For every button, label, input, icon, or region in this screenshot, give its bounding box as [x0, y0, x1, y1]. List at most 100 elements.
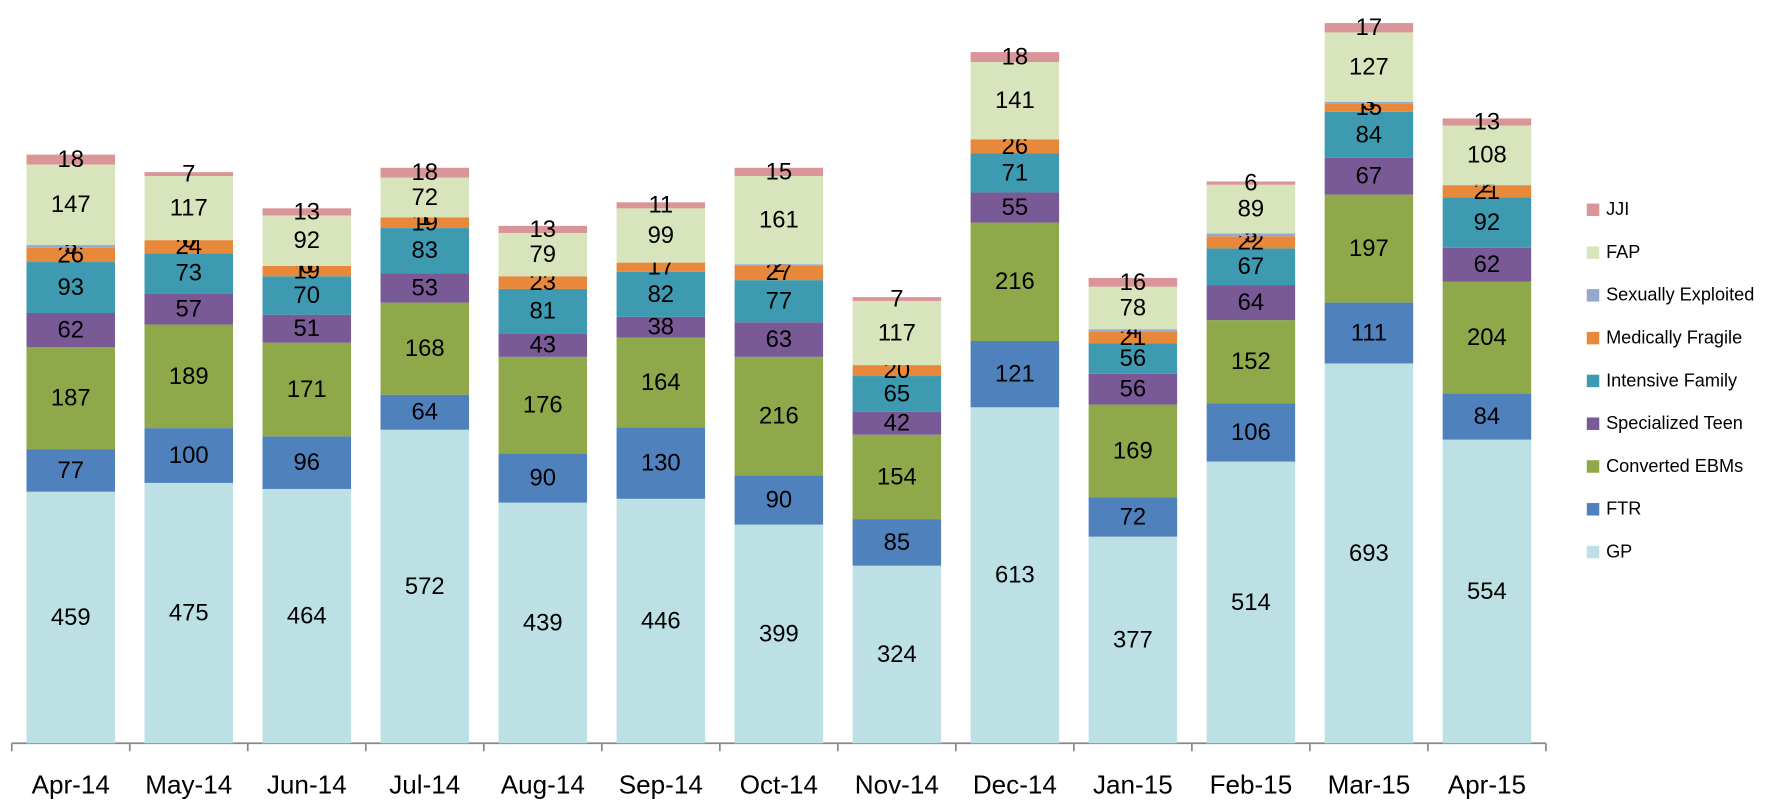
bar-segment	[1324, 32, 1414, 103]
bar-segment	[262, 215, 352, 266]
data-label: 84	[1356, 121, 1383, 148]
bar-segment	[144, 482, 234, 744]
data-label: 168	[405, 335, 445, 362]
data-label: 446	[641, 607, 681, 634]
bar-segment	[970, 192, 1060, 223]
data-label: 108	[1467, 142, 1507, 169]
x-tick-label: Jul-14	[389, 769, 460, 799]
data-label: 64	[1238, 289, 1265, 316]
data-label: 70	[294, 282, 321, 309]
data-label: 13	[530, 216, 557, 243]
bar-segment	[380, 167, 470, 178]
data-label: 77	[57, 457, 84, 484]
legend-swatch	[1586, 460, 1600, 473]
bar-segment	[1324, 302, 1414, 364]
bar-segment	[380, 394, 470, 430]
bar-segment	[852, 565, 942, 744]
bar-segment	[1442, 247, 1532, 282]
bar-segment	[734, 356, 824, 476]
bar-segment	[498, 502, 588, 744]
data-label: 56	[1120, 376, 1147, 403]
data-label: 111	[1351, 319, 1387, 346]
data-label: 15	[766, 158, 793, 185]
x-tick-label: Apr-15	[1448, 769, 1526, 799]
data-label: 324	[877, 641, 917, 668]
data-label: 613	[995, 562, 1035, 589]
bar-segment	[1088, 536, 1178, 744]
bar-segment	[1206, 184, 1296, 234]
legend-swatch	[1586, 246, 1600, 259]
bar-segment	[262, 488, 352, 744]
data-label: 171	[287, 376, 327, 403]
bar-segment	[26, 245, 116, 248]
bar-segment	[852, 300, 942, 366]
data-label: 216	[995, 268, 1035, 295]
data-label: 90	[766, 486, 793, 513]
data-label: 106	[1231, 419, 1271, 446]
data-label: 72	[1120, 503, 1147, 530]
data-label: 377	[1113, 626, 1153, 653]
data-label: 99	[648, 222, 675, 249]
legend-swatch	[1586, 374, 1600, 388]
bar-segment	[1206, 403, 1296, 462]
bar-segment	[1088, 286, 1178, 330]
x-tick-label: Jun-14	[267, 769, 347, 799]
bar-segment	[1206, 233, 1296, 237]
bar-segment	[26, 154, 116, 165]
bar-segment	[1088, 343, 1178, 374]
data-label: 216	[759, 402, 799, 429]
bar-segment	[1088, 373, 1178, 405]
data-label: 67	[1238, 253, 1265, 280]
bar-segment	[1088, 331, 1178, 344]
bar-segment	[380, 217, 470, 229]
data-label: 72	[412, 184, 439, 211]
data-label: 51	[294, 315, 321, 342]
data-label: 152	[1231, 348, 1271, 375]
data-label: 62	[57, 316, 84, 343]
data-label: 90	[530, 464, 557, 491]
legend-label: Sexually Exploited	[1606, 285, 1754, 305]
data-label: 55	[1002, 194, 1029, 221]
bar-segment	[26, 247, 116, 263]
data-label: 64	[412, 399, 439, 426]
bar-segment	[1442, 393, 1532, 440]
data-label: 117	[170, 194, 208, 221]
data-label: 73	[176, 260, 202, 287]
bar-segment	[852, 519, 942, 566]
bar-segment	[144, 240, 234, 254]
data-label: 693	[1349, 540, 1389, 567]
bar-segment	[1206, 320, 1296, 404]
bar-segment	[262, 342, 352, 437]
data-label: 197	[1349, 235, 1389, 262]
data-label: 62	[1474, 251, 1501, 278]
data-label: 147	[51, 191, 91, 218]
bar-segment	[144, 293, 234, 325]
bar-segment	[498, 225, 588, 233]
data-label: 65	[884, 380, 911, 407]
data-label: 89	[1238, 196, 1265, 223]
bar-segment	[1324, 157, 1414, 195]
bar-segment	[1088, 329, 1178, 332]
bar-segment	[26, 449, 116, 492]
bar-segment	[970, 407, 1060, 744]
legend-swatch	[1586, 289, 1600, 302]
bar-segment	[970, 139, 1060, 154]
x-tick-label: Nov-14	[855, 769, 939, 799]
x-tick-label: May-14	[145, 769, 232, 799]
x-tick-label: Dec-14	[973, 769, 1057, 799]
bar-segment	[1324, 103, 1414, 112]
data-label: 63	[766, 326, 793, 353]
legend-label: Intensive Family	[1606, 370, 1738, 390]
bar-segment	[262, 276, 352, 315]
bar-segment	[262, 208, 352, 216]
data-label: 176	[523, 392, 563, 419]
bar-segment	[734, 265, 824, 281]
data-label: 84	[1474, 403, 1501, 430]
bar-segment	[1324, 102, 1414, 104]
bar-segment	[852, 365, 942, 377]
bar-segment	[1088, 277, 1178, 287]
bar-segment	[1442, 439, 1532, 744]
legend-label: Specialized Teen	[1606, 413, 1743, 433]
data-label: 13	[1474, 108, 1501, 135]
data-label: 572	[405, 573, 445, 600]
